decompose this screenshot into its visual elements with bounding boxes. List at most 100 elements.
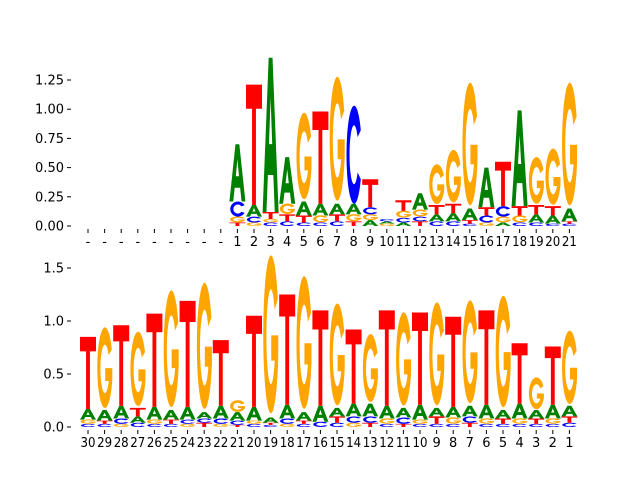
- logo-letter-T: [96, 420, 113, 424]
- logo-letter-A: [329, 203, 345, 215]
- logo-letter-A: [511, 403, 528, 419]
- y-tick-label: 1.0: [43, 315, 64, 330]
- logo-letter-T: [428, 204, 445, 215]
- logo-letter-G: [213, 423, 229, 427]
- y-tick-label: 0.50: [35, 161, 64, 176]
- logo-letter-G: [528, 377, 544, 410]
- x-tick-label: -: [135, 235, 140, 250]
- logo-letter-G: [263, 218, 279, 223]
- logo-letter-T: [146, 313, 163, 407]
- x-tick-label: 3: [266, 235, 274, 250]
- x-tick-label: 27: [130, 436, 145, 451]
- logo-letter-G: [130, 331, 146, 406]
- logo-letter-T: [495, 161, 511, 207]
- logo-letter-G: [545, 418, 561, 424]
- logo-letter-G: [180, 423, 196, 427]
- x-tick-label: 8: [449, 436, 457, 451]
- x-tick-label: 12: [379, 436, 394, 451]
- logo-letter-G: [462, 300, 478, 404]
- logo-letter-A: [229, 144, 246, 202]
- logo-letter-T: [528, 204, 545, 215]
- logo-letter-C: [346, 416, 361, 423]
- logo-letter-C: [495, 423, 511, 427]
- logo-letter-T: [80, 336, 96, 409]
- logo-letter-C: [80, 423, 96, 427]
- logo-letter-A: [378, 221, 395, 224]
- logo-letter-T: [362, 179, 379, 208]
- logo-letter-C: [379, 423, 394, 427]
- logo-letter-C: [313, 222, 328, 226]
- logo-letter-C: [346, 105, 361, 204]
- logo-letter-C: [396, 217, 411, 223]
- x-tick-label: 16: [313, 436, 328, 451]
- logo-letter-C: [296, 423, 311, 427]
- logo-letter-A: [262, 417, 279, 423]
- logo-letter-A: [329, 407, 345, 417]
- x-tick-label: 29: [97, 436, 112, 451]
- logo-letter-C: [512, 423, 527, 427]
- logo-letter-C: [495, 206, 511, 217]
- x-tick-label: -: [86, 235, 91, 250]
- x-tick-label: -: [119, 235, 124, 250]
- logo-letter-C: [97, 423, 112, 427]
- logo-letter-G: [512, 418, 528, 424]
- x-tick-label: -: [185, 235, 190, 250]
- logo-letter-A: [495, 410, 511, 419]
- logo-letter-A: [461, 208, 478, 221]
- logo-letter-G: [346, 214, 362, 222]
- x-tick-label: -: [218, 235, 223, 250]
- logo-letter-T: [395, 200, 412, 211]
- logo-letter-C: [562, 422, 577, 427]
- logo-letter-T: [196, 422, 213, 427]
- logo-letter-A: [362, 403, 379, 417]
- logo-letter-T: [329, 214, 345, 222]
- x-tick-label: 4: [515, 436, 523, 451]
- logo-letter-T: [113, 325, 130, 406]
- logo-letter-A: [362, 220, 379, 226]
- logo-letter-G: [80, 419, 96, 424]
- logo-letter-T: [461, 422, 478, 427]
- logo-letter-G: [562, 330, 578, 404]
- x-tick-label: 14: [346, 436, 361, 451]
- logo-letter-T: [129, 407, 146, 417]
- logo-letter-C: [280, 418, 295, 424]
- x-tick-label: 1: [233, 235, 241, 250]
- logo-letter-T: [279, 214, 296, 222]
- x-tick-label: 8: [349, 235, 357, 250]
- logo-letter-G: [296, 112, 312, 200]
- x-tick-label: 30: [81, 436, 96, 451]
- logo-letter-A: [511, 110, 528, 207]
- x-tick-label: -: [202, 235, 207, 250]
- logo-letter-A: [561, 208, 578, 222]
- x-tick-label: 19: [529, 235, 544, 250]
- x-tick-label: 1: [565, 436, 573, 451]
- logo-letter-C: [446, 221, 461, 226]
- logo-letter-T: [445, 203, 462, 214]
- logo-letter-T: [246, 84, 262, 205]
- x-tick-label: 22: [213, 436, 228, 451]
- logo-letter-T: [329, 416, 345, 423]
- logo-letter-G: [462, 82, 478, 206]
- logo-letter-A: [345, 403, 362, 417]
- x-tick-label: 3: [532, 436, 540, 451]
- x-tick-label: 2: [250, 235, 258, 250]
- logo-letter-T: [295, 215, 312, 223]
- logo-letter-C: [512, 222, 527, 226]
- logo-letter-A: [478, 404, 495, 419]
- x-tick-label: 20: [247, 436, 262, 451]
- logo-letter-T: [478, 310, 495, 405]
- logo-letter-A: [163, 410, 179, 420]
- logo-letter-A: [445, 213, 462, 222]
- y-tick-label: 0.00: [35, 220, 64, 235]
- logo-letter-A: [80, 408, 96, 420]
- logo-letter-C: [130, 422, 145, 427]
- logo-letter-C: [545, 423, 560, 427]
- logo-letter-C: [479, 423, 494, 427]
- logo-letter-G: [379, 418, 395, 424]
- logo-letter-A: [129, 416, 146, 423]
- logo-letter-G: [445, 149, 461, 203]
- logo-letter-C: [379, 218, 394, 222]
- x-tick-label: 12: [413, 235, 428, 250]
- x-tick-label: 21: [562, 235, 577, 250]
- x-tick-label: 15: [330, 436, 345, 451]
